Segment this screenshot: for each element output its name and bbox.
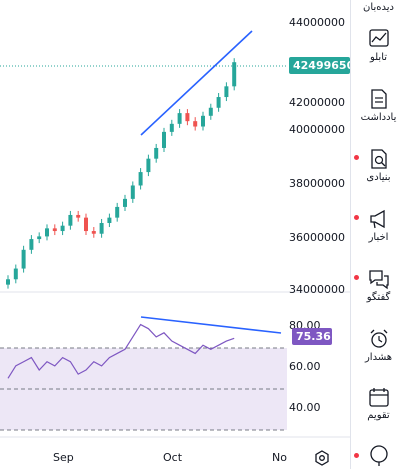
- sidebar-item-alerts[interactable]: هشدار: [351, 328, 405, 363]
- candle-body: [52, 228, 57, 232]
- candle-body: [138, 172, 143, 186]
- last-price-badge: 42499650: [289, 57, 354, 74]
- sidebar-item-notes[interactable]: یادداشت: [351, 88, 405, 123]
- candle-body: [37, 236, 42, 240]
- rsi-value-badge: 75.36: [292, 328, 332, 345]
- sidebar-item-label: اخبار: [368, 232, 389, 243]
- candle-body: [201, 115, 205, 127]
- sidebar-item-ideas[interactable]: [351, 444, 405, 466]
- candle-body: [146, 158, 151, 173]
- candle-body: [60, 225, 65, 232]
- candle-body: [45, 228, 49, 237]
- candle-body: [216, 97, 221, 108]
- candle-body: [91, 231, 96, 234]
- candle-body: [224, 86, 229, 98]
- sidebar-item-label: تقویم: [367, 410, 390, 421]
- sidebar-item-label: بنیادی: [366, 172, 391, 183]
- price-tick: 38000000: [289, 177, 345, 190]
- candle-body: [185, 113, 190, 122]
- calendar-icon: [369, 388, 389, 407]
- gear-icon: [315, 450, 329, 466]
- sidebar-item-label: دیده‌بان: [363, 2, 394, 13]
- sidebar-item-chat[interactable]: گفتگو: [351, 268, 405, 303]
- candle-body: [68, 214, 73, 226]
- price-tick: 36000000: [289, 231, 345, 244]
- notification-dot: [354, 215, 359, 220]
- rsi-line: [7, 323, 235, 379]
- candle-body: [29, 239, 34, 250]
- candle-body: [169, 123, 174, 132]
- sidebar-item-label: هشدار: [364, 352, 393, 363]
- chart-area[interactable]: 44000000 42000000 40000000 38000000 3600…: [0, 0, 354, 469]
- candle-body: [21, 249, 26, 269]
- candle-body: [99, 223, 104, 234]
- notification-dot: [354, 155, 359, 160]
- rsi-tick: 40.00: [289, 401, 321, 414]
- chart-settings-button[interactable]: [313, 449, 331, 467]
- sidebar-item-news[interactable]: اخبار: [351, 208, 405, 243]
- candle-body: [130, 185, 135, 199]
- fundamentals-search-icon: [371, 149, 387, 169]
- ideas-bulb-icon: [370, 445, 388, 466]
- candle-body: [232, 62, 237, 87]
- sidebar-item-board[interactable]: تابلو: [351, 28, 405, 63]
- candle-body: [193, 121, 198, 127]
- candle-body: [177, 113, 182, 124]
- sidebar-item-fundamentals[interactable]: بنیادی: [351, 148, 405, 183]
- chat-bubbles-icon: [369, 270, 389, 290]
- candle-body: [84, 217, 88, 232]
- news-megaphone-icon: [370, 209, 385, 229]
- chart-canvas[interactable]: [0, 0, 350, 469]
- candle-body: [115, 206, 120, 218]
- candle-body: [6, 279, 10, 285]
- rsi-tick: 60.00: [289, 360, 321, 373]
- candle-body: [13, 268, 18, 280]
- alarm-clock-icon: [370, 329, 388, 348]
- notes-icon: [371, 89, 387, 109]
- candles-group: [6, 58, 237, 289]
- sidebar-item-label: گفتگو: [366, 292, 391, 303]
- notification-dot: [354, 275, 359, 280]
- price-tick: 44000000: [289, 16, 345, 29]
- price-trendline: [140, 30, 253, 136]
- candle-body: [76, 214, 81, 218]
- candle-body: [162, 131, 166, 148]
- candle-body: [123, 198, 127, 207]
- price-tick: 42000000: [289, 96, 345, 109]
- notification-dot: [354, 453, 359, 458]
- candle-body: [154, 147, 159, 159]
- candle-body: [208, 107, 213, 116]
- board-chart-icon: [369, 29, 389, 47]
- sidebar-item-label: تابلو: [369, 52, 388, 63]
- sidebar-item-watchlist[interactable]: دیده‌بان: [351, 0, 405, 13]
- time-tick: Oct: [163, 451, 183, 464]
- price-tick: 40000000: [289, 123, 345, 136]
- right-sidebar: دیده‌بان تابلو یادداشت بنیادی اخبار: [350, 0, 405, 469]
- candle-body: [107, 217, 112, 223]
- time-tick: No: [272, 451, 287, 464]
- rsi-trendline: [140, 316, 282, 334]
- sidebar-item-label: یادداشت: [360, 112, 397, 123]
- time-tick: Sep: [53, 451, 74, 464]
- sidebar-item-calendar[interactable]: تقویم: [351, 386, 405, 421]
- price-tick: 34000000: [289, 283, 345, 296]
